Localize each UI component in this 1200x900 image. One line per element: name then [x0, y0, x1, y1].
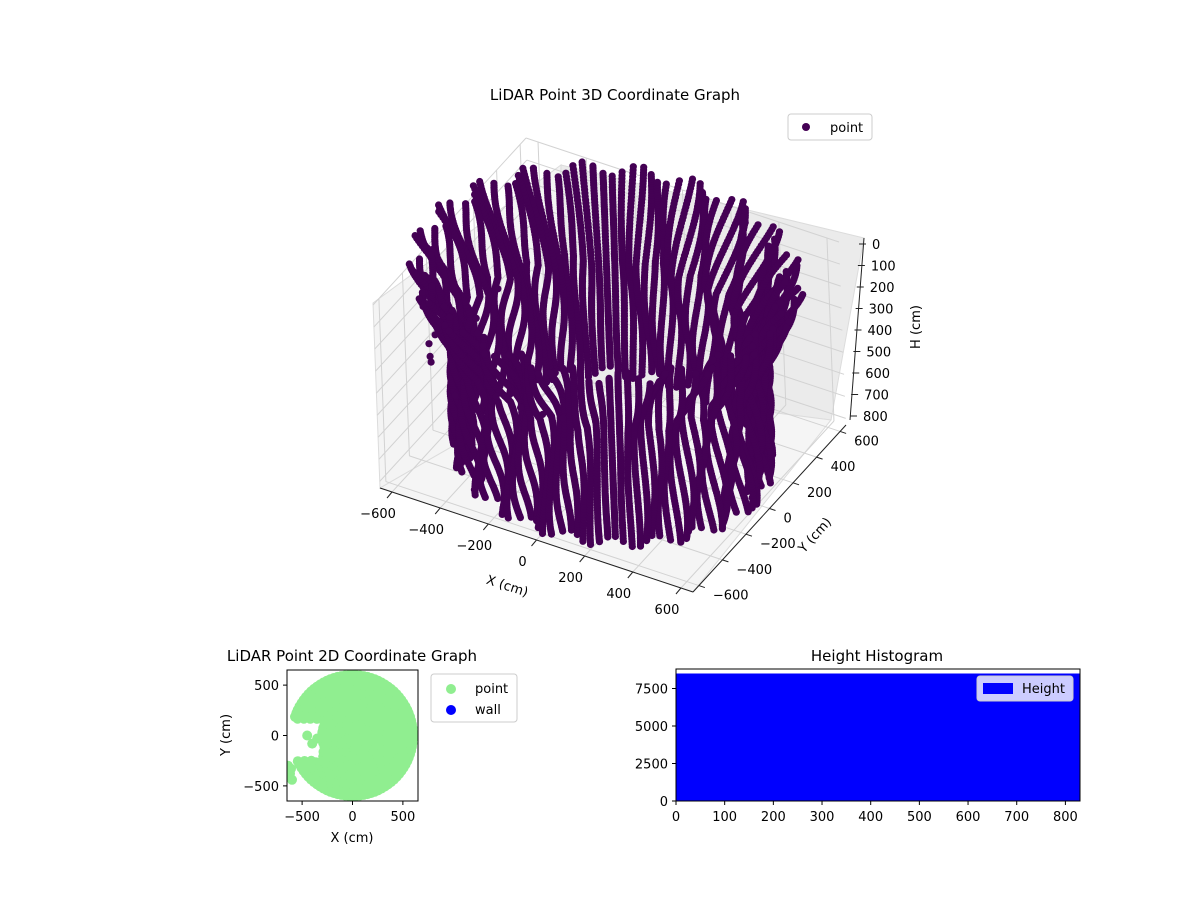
chart3d-title: LiDAR Point 3D Coordinate Graph — [490, 86, 740, 104]
y-axis-label-3d: Y (cm) — [795, 515, 835, 557]
y-tick-label-3d: −200 — [760, 537, 796, 552]
grid-x-back — [826, 237, 835, 422]
y-tick-label-3d: 600 — [854, 434, 879, 449]
z-axis-label-3d: H (cm) — [909, 305, 924, 349]
z-tick-label-3d: 800 — [863, 410, 888, 425]
x-tick-3d — [531, 539, 537, 547]
x-tick-3d — [434, 507, 441, 515]
z-tick-label-3d: 500 — [866, 346, 891, 361]
y-tick-3d — [816, 456, 823, 460]
y-tick-label-3d: −400 — [736, 563, 772, 578]
x-axis-label-3d: X (cm) — [484, 573, 530, 601]
y-tick-label-3d: 400 — [831, 460, 856, 475]
grid-y-left — [401, 272, 410, 456]
x-tick-label-3d: 400 — [606, 587, 631, 602]
chart-3d: LiDAR Point 3D Coordinate Graph −600 −400… — [360, 86, 924, 618]
y-tick-label-3d: 0 — [784, 512, 792, 527]
z-tick-label-3d: 600 — [865, 367, 890, 382]
z-tick-label-3d: 0 — [872, 238, 880, 253]
z-tick-label-3d: 300 — [869, 303, 894, 318]
x-tick-3d — [675, 587, 682, 595]
z-tick-label-3d: 100 — [871, 260, 896, 275]
z-tick-label-3d: 700 — [864, 389, 889, 404]
z-tick-label-3d: 200 — [870, 281, 895, 296]
x-tick-label-3d: −200 — [456, 539, 492, 554]
y-tick-3d — [698, 585, 706, 589]
x-tick-label-3d: 600 — [655, 603, 680, 618]
y-tick-label-3d: −600 — [713, 589, 749, 604]
x-tick-3d — [482, 523, 489, 531]
y-tick-3d — [792, 482, 800, 486]
points-3d — [405, 158, 807, 551]
z-axis-line — [849, 237, 865, 421]
y-tick-label-3d: 200 — [807, 486, 832, 501]
grid-y-left — [378, 298, 387, 482]
grid-z-back — [525, 137, 840, 243]
y-tick-3d — [769, 508, 776, 511]
x-tick-3d — [386, 491, 393, 499]
y-tick-3d — [722, 559, 729, 563]
x-tick-label-3d: −600 — [360, 507, 396, 522]
x-tick-3d — [579, 555, 586, 563]
y-tick-3d — [745, 533, 753, 537]
x-tick-3d — [627, 571, 634, 579]
ticks-3d: −600 −400 −200 0 200 400 600 −600 −400 −200 0 200 40… — [360, 238, 896, 618]
z-tick-label-3d: 400 — [868, 324, 893, 339]
y-tick-3d — [839, 430, 847, 434]
x-tick-label-3d: 200 — [558, 571, 583, 586]
x-tick-label-3d: −400 — [408, 523, 444, 538]
x-tick-label-3d: 0 — [518, 555, 526, 570]
